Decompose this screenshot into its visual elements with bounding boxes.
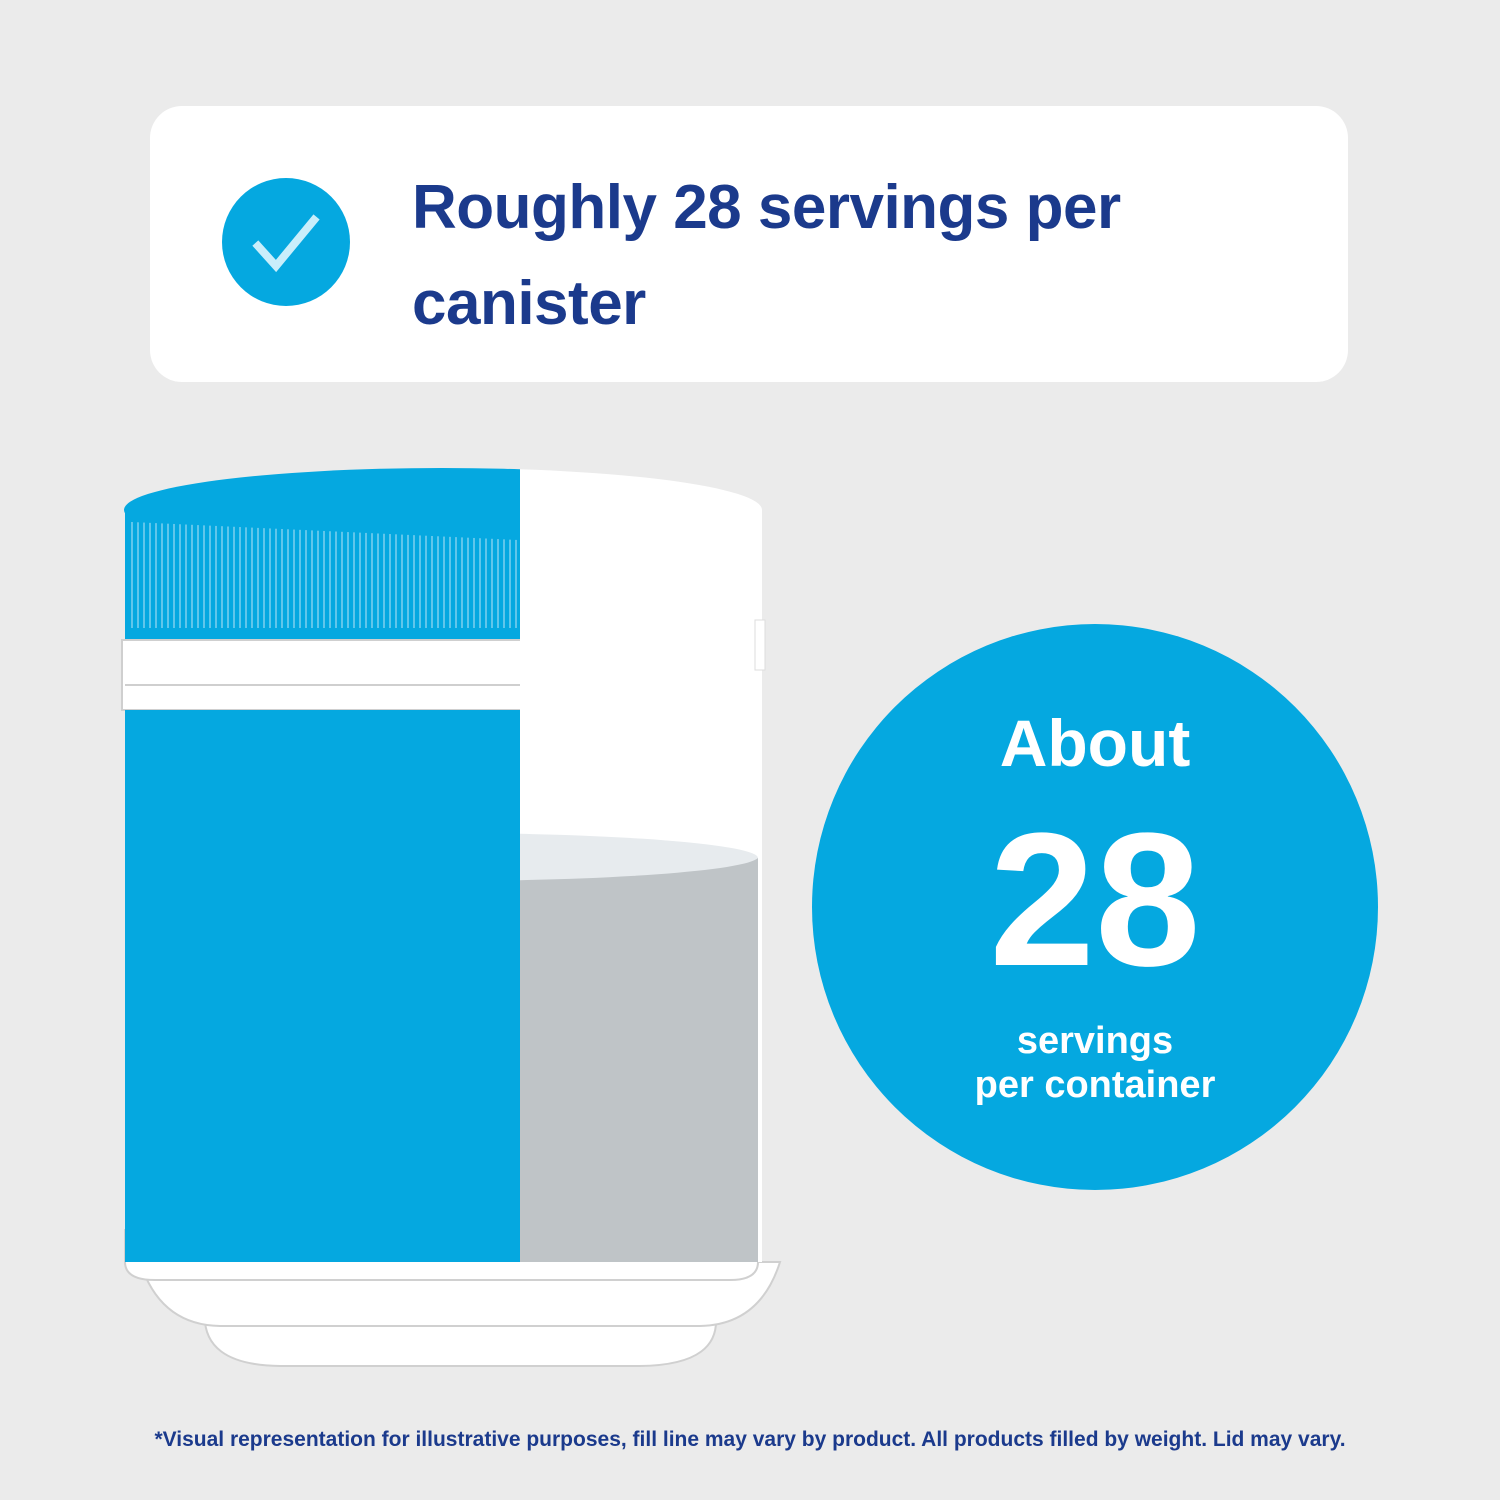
footnote: *Visual representation for illustrative … (154, 1428, 1346, 1451)
badge-number: 28 (989, 794, 1200, 1006)
badge-circle (812, 624, 1378, 1190)
check-circle (222, 178, 350, 306)
header-title: Roughly 28 servings per canister (412, 173, 1121, 338)
check-mark (252, 214, 320, 273)
badge-line2: servings (1017, 1020, 1173, 1062)
canister-cutaway (520, 469, 766, 1262)
canister-outside (121, 468, 520, 1262)
badge-line3: per container (975, 1064, 1216, 1106)
badge-line1: About (1000, 706, 1191, 780)
